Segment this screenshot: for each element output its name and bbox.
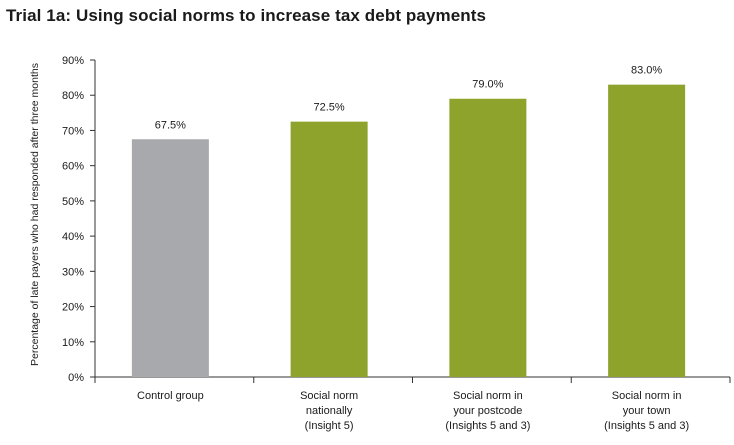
x-category-label: Control group <box>137 390 204 402</box>
bars <box>131 84 686 378</box>
x-category-label: (Insights 5 and 3) <box>445 420 530 432</box>
y-tick-label: 80% <box>62 90 84 102</box>
y-tick-label: 60% <box>62 161 84 173</box>
axes: 0% 10% 20% 30% 40% 50% 60% 70% 80% 90% Percentage … <box>29 55 731 384</box>
bar <box>449 98 527 377</box>
y-tick-label: 20% <box>62 302 84 314</box>
bar-value-label: 72.5% <box>314 102 345 114</box>
y-tick-label: 90% <box>62 55 84 67</box>
x-category-label: Social norm in <box>453 390 523 402</box>
bar-value-label: 67.5% <box>155 119 186 131</box>
x-category-label: (Insight 5) <box>305 420 354 432</box>
x-category-label: (Insights 5 and 3) <box>604 420 689 432</box>
x-category-label: nationally <box>306 405 353 417</box>
bar <box>608 84 686 378</box>
x-category-label: your town <box>623 405 671 417</box>
x-category-label: Social norm in <box>612 390 682 402</box>
labels: 67.5% Control group 72.5% Social norm nation… <box>137 65 689 432</box>
y-tick-label: 50% <box>62 196 84 208</box>
x-category-label: your postcode <box>453 405 522 417</box>
y-tick-label: 10% <box>62 337 84 349</box>
chart-title: Trial 1a: Using social norms to increase… <box>6 6 487 25</box>
y-tick-label: 70% <box>62 125 84 137</box>
y-tick-label: 0% <box>68 372 84 384</box>
y-tick-label: 40% <box>62 231 84 243</box>
y-tick-label: 30% <box>62 266 84 278</box>
x-category-label: Social norm <box>300 390 358 402</box>
bar <box>131 139 209 377</box>
bar-value-label: 83.0% <box>631 65 662 77</box>
bar-value-label: 79.0% <box>472 79 503 91</box>
y-axis-label: Percentage of late payers who had respon… <box>29 63 41 366</box>
bar <box>290 121 368 377</box>
